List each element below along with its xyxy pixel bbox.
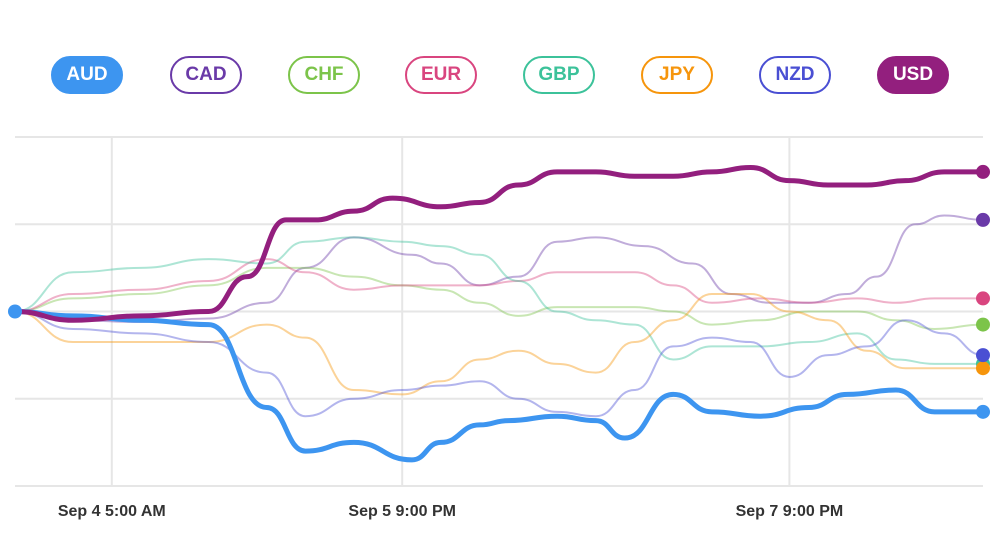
legend-pill-nzd[interactable]: NZD: [759, 56, 831, 94]
legend-pill-jpy[interactable]: JPY: [641, 56, 713, 94]
series-line-cad: [14, 214, 984, 323]
series-end-dot-eur: [976, 291, 990, 306]
legend-pill-chf[interactable]: CHF: [288, 56, 360, 94]
x-tick-label: Sep 4 5:00 AM: [58, 503, 166, 520]
series-line-eur: [14, 258, 984, 313]
legend-pill-usd[interactable]: USD: [877, 56, 949, 94]
series-end-dot-jpy: [976, 361, 990, 376]
legend-pill-aud[interactable]: AUD: [51, 56, 123, 94]
series-line-gbp: [14, 236, 984, 365]
series-highlight-group: [12, 165, 986, 463]
series-line-chf: [14, 266, 984, 330]
series-start-group: [8, 304, 22, 319]
legend-pill-eur[interactable]: EUR: [405, 56, 477, 94]
series-start-dot: [8, 304, 22, 319]
legend-pill-cad[interactable]: CAD: [170, 56, 242, 94]
series-end-dot-chf: [976, 317, 990, 332]
series-end-dot-usd: [976, 164, 990, 179]
series-line-usd: [12, 165, 986, 323]
chart-grid: [15, 136, 983, 487]
x-axis-tick-labels: Sep 4 5:00 AM Sep 5 9:00 PM Sep 7 9:00 PM: [58, 503, 843, 520]
x-tick-label: Sep 7 9:00 PM: [736, 503, 844, 520]
series-faint-group: [14, 214, 984, 418]
series-line-nzd: [14, 310, 984, 418]
series-end-dots: [976, 164, 990, 419]
currency-legend: AUD CAD CHF EUR GBP JPY NZD USD: [0, 56, 1008, 98]
legend-pill-gbp[interactable]: GBP: [523, 56, 595, 94]
series-end-dot-aud: [976, 404, 990, 419]
series-line-aud: [12, 309, 986, 463]
x-tick-label: Sep 5 9:00 PM: [348, 503, 456, 520]
series-end-dot-nzd: [976, 348, 990, 363]
series-end-dot-cad: [976, 212, 990, 227]
series-line-jpy: [14, 293, 984, 396]
